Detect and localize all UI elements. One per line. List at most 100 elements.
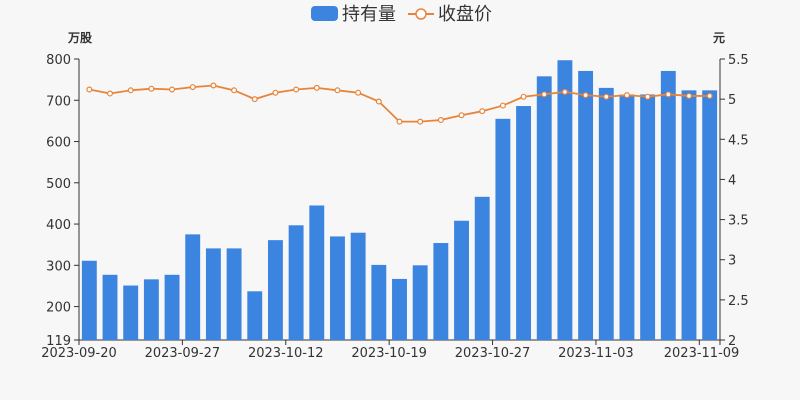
x-tick-label: 2023-09-27: [145, 346, 221, 361]
price-point: [561, 88, 568, 95]
legend-marker-icon: [415, 8, 427, 20]
bar: [226, 248, 242, 340]
bar: [102, 274, 118, 340]
price-point: [458, 112, 465, 119]
y-right-ticks: 2 2.5 3 3.5 4 4.5 5 5.5: [720, 53, 749, 349]
bar: [371, 264, 387, 340]
y-left-tick-label: 700: [46, 94, 71, 109]
x-tick-label: 2023-10-12: [248, 346, 324, 361]
price-point: [623, 92, 630, 99]
bar: [495, 118, 511, 340]
y-right-tick-label: 3.5: [728, 214, 749, 229]
price-point: [293, 86, 300, 93]
bar: [557, 60, 573, 340]
x-tick-label: 2023-10-19: [351, 346, 427, 361]
bar: [123, 285, 139, 340]
price-point: [499, 102, 506, 109]
legend-label-close-price: 收盘价: [438, 4, 492, 25]
y-left-tick-label: 300: [46, 259, 71, 274]
bar: [640, 94, 656, 340]
x-tick-label: 2023-09-20: [41, 346, 117, 361]
bar: [660, 70, 676, 341]
bar: [143, 279, 159, 340]
x-tick-label: 2023-10-27: [455, 346, 531, 361]
price-point: [107, 90, 114, 97]
price-point: [127, 87, 134, 94]
legend-label-holding: 持有量: [342, 4, 396, 25]
bar: [516, 106, 532, 341]
y-right-tick-label: 3: [728, 254, 736, 269]
price-point: [355, 89, 362, 96]
bar: [205, 248, 221, 340]
y-left-tick-label: 800: [46, 53, 71, 68]
y-right-tick-label: 4.5: [728, 133, 749, 148]
x-tick-label: 2023-11-03: [558, 346, 634, 361]
x-ticks: 2023-09-20 2023-09-27 2023-10-12 2023-10-19…: [41, 340, 739, 361]
bar: [536, 76, 552, 341]
bar: [619, 94, 635, 340]
y-left-tick-label: 119: [46, 334, 71, 349]
bar: [702, 90, 718, 340]
price-point: [272, 89, 279, 96]
bar-series-holding: [81, 60, 718, 341]
bar: [164, 274, 180, 340]
y-left-tick-label: 400: [46, 218, 71, 233]
bar: [681, 90, 697, 340]
bar: [598, 87, 614, 340]
y-left-tick-label: 600: [46, 136, 71, 151]
bar: [474, 196, 490, 340]
bar: [412, 265, 428, 340]
price-point: [685, 92, 692, 99]
price-point: [334, 87, 341, 94]
y-right-tick-label: 5.5: [728, 53, 749, 68]
legend-item-close-price[interactable]: 收盘价: [408, 4, 492, 25]
price-point: [86, 86, 93, 93]
price-point: [582, 92, 589, 99]
bar: [578, 70, 594, 341]
price-point: [148, 85, 155, 92]
legend-item-holding[interactable]: 持有量: [311, 4, 396, 25]
bar: [185, 234, 201, 340]
price-point: [665, 91, 672, 98]
line-series-close-price: [86, 82, 713, 125]
bar: [392, 278, 407, 340]
bar: [454, 220, 469, 340]
price-point: [375, 98, 382, 105]
bar: [267, 240, 283, 340]
price-point: [520, 93, 527, 100]
bar: [350, 232, 366, 340]
bar: [288, 225, 304, 340]
price-point: [169, 86, 176, 93]
price-point: [479, 108, 486, 115]
y-right-unit-label: 元: [713, 31, 725, 45]
price-line-path: [89, 84, 710, 123]
y-left-tick-label: 200: [46, 301, 71, 316]
price-point: [417, 118, 424, 125]
price-point: [251, 96, 258, 103]
y-left-ticks: 119 200 300 400 500 600 700 800: [46, 53, 79, 349]
legend-bar-swatch: [311, 6, 338, 21]
price-point: [189, 84, 196, 91]
legend[interactable]: 持有量 收盘价: [311, 4, 492, 25]
price-point: [706, 92, 713, 99]
y-right-tick-label: 2: [728, 334, 736, 349]
y-right-tick-label: 2.5: [728, 294, 749, 309]
bar: [330, 236, 345, 340]
y-left-unit-label: 万股: [67, 30, 93, 45]
x-tick-label: 2023-11-09: [664, 346, 740, 361]
y-right-tick-label: 4: [728, 173, 736, 188]
price-point: [541, 91, 548, 98]
price-point: [210, 82, 217, 89]
bar: [247, 291, 263, 340]
price-point: [437, 117, 444, 124]
y-left-tick-label: 500: [46, 177, 71, 192]
price-point: [396, 118, 403, 125]
price-point: [313, 84, 320, 91]
price-point: [603, 93, 610, 100]
price-point: [644, 93, 651, 100]
price-point: [231, 87, 238, 94]
bar: [81, 260, 97, 340]
bar: [433, 243, 449, 340]
